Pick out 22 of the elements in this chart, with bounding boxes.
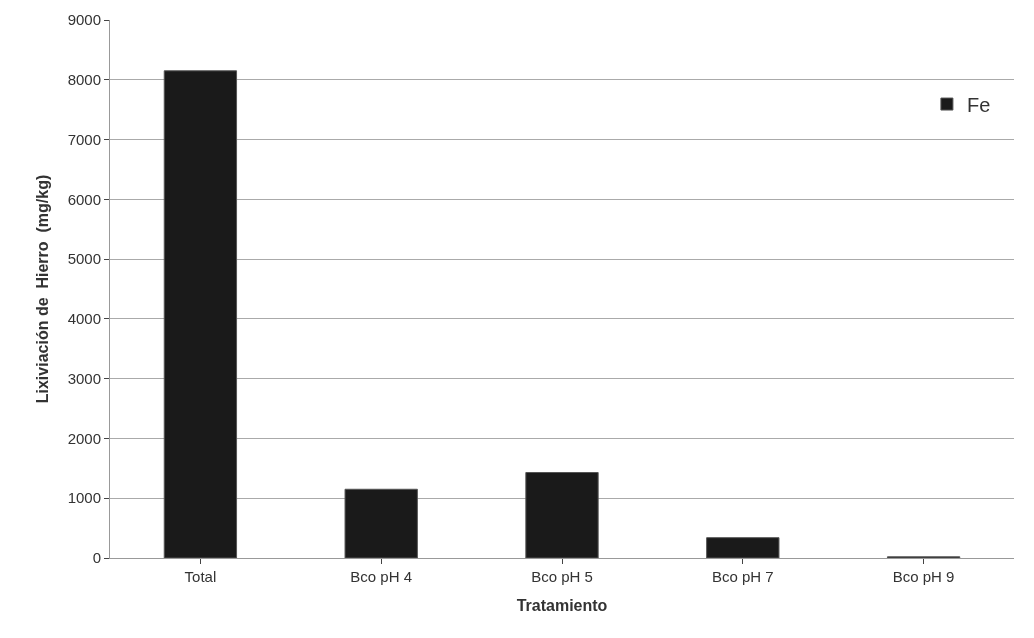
y-tick-label: 1000	[67, 489, 101, 507]
y-tick-label: 6000	[67, 190, 101, 208]
y-tick-label: 8000	[67, 71, 101, 89]
bar	[525, 472, 599, 558]
x-tick-label: Total	[184, 568, 217, 585]
x-tick-label: Bco pH 4	[350, 568, 413, 585]
y-tick-label: 4000	[67, 310, 101, 328]
y-tick-label: 3000	[67, 369, 101, 387]
x-axis-title: Tratamiento	[516, 596, 608, 614]
bar	[163, 70, 238, 558]
y-tick-label: 0	[92, 549, 101, 567]
x-tick-label: Bco pH 9	[892, 568, 955, 585]
y-tick-label: 5000	[67, 250, 101, 268]
y-tick-label: 7000	[67, 130, 101, 148]
x-tick-label: Bco pH 5	[531, 568, 593, 585]
x-tick-label: Bco pH 7	[711, 568, 774, 585]
y-tick-label: 2000	[67, 429, 101, 447]
legend-label: Fe	[966, 93, 991, 116]
y-tick-label: 9000	[67, 11, 101, 29]
bar	[706, 537, 780, 558]
bar	[344, 488, 418, 558]
y-axis-title: Lixiviación de Hierro (mg/kg)	[33, 174, 51, 404]
